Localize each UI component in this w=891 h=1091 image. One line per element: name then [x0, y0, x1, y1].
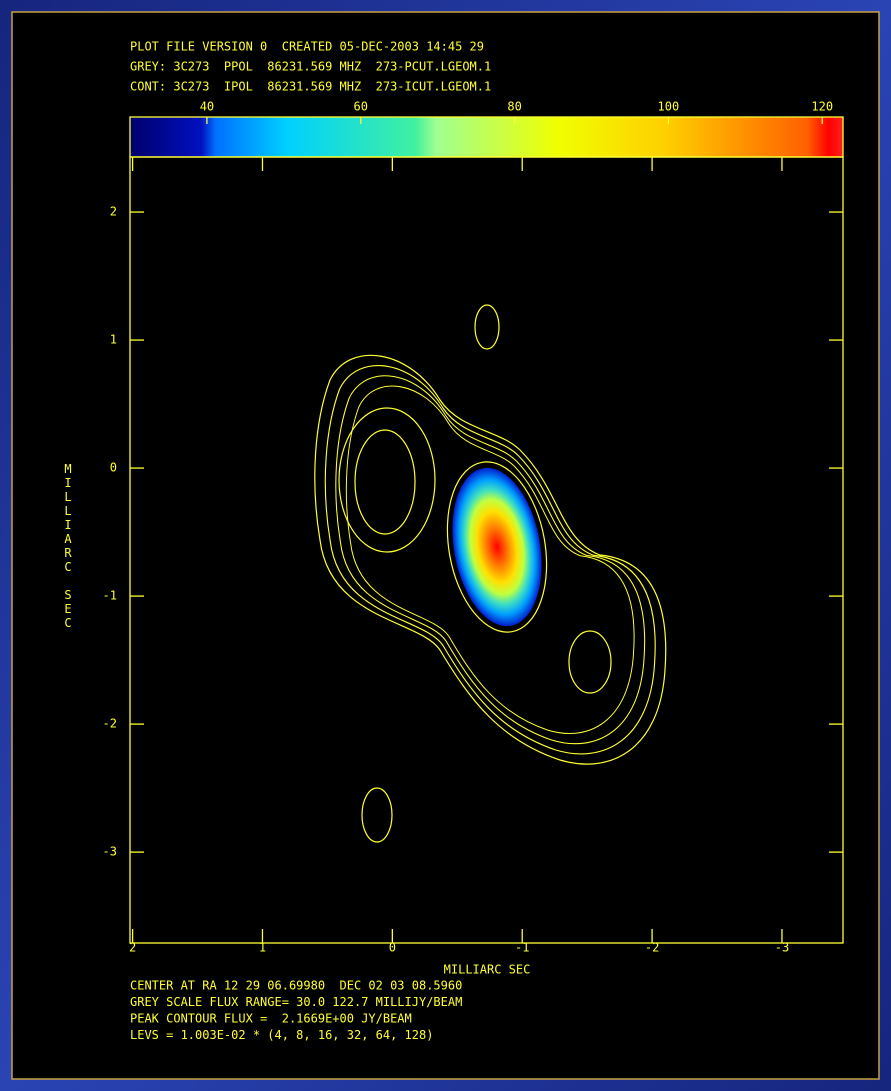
header-line: PLOT FILE VERSION 0 CREATED 05-DEC-2003 …: [130, 40, 484, 54]
plot-panel: [12, 12, 879, 1079]
x-tick-label: 2: [129, 941, 136, 955]
x-tick-label: 1: [259, 941, 266, 955]
wedge-tick-label: 60: [354, 100, 368, 114]
x-tick-label: -3: [775, 941, 789, 955]
y-tick-label: -1: [103, 589, 117, 603]
footer-line: LEVS = 1.003E-02 * (4, 8, 16, 32, 64, 12…: [130, 1028, 433, 1042]
wedge-tick-label: 120: [811, 100, 833, 114]
header-line: CONT: 3C273 IPOL 86231.569 MHZ 273-ICUT.…: [130, 80, 491, 94]
x-tick-label: -1: [515, 941, 529, 955]
footer-line: CENTER AT RA 12 29 06.69980 DEC 02 03 08…: [130, 979, 462, 993]
y-tick-label: 2: [110, 205, 117, 219]
header-line: GREY: 3C273 PPOL 86231.569 MHZ 273-PCUT.…: [130, 60, 491, 74]
footer-line: GREY SCALE FLUX RANGE= 30.0 122.7 MILLIJ…: [130, 995, 462, 1009]
color-wedge: [130, 117, 843, 157]
wedge-tick-label: 80: [507, 100, 521, 114]
y-tick-label: 0: [110, 461, 117, 475]
wedge-tick-label: 40: [200, 100, 214, 114]
page: {"chart_data": {"type": "contour", "head…: [0, 0, 891, 1091]
x-tick-label: 0: [389, 941, 396, 955]
y-axis-label: MILLIARC SEC: [61, 462, 75, 630]
y-tick-label: -3: [103, 845, 117, 859]
x-tick-label: -2: [645, 941, 659, 955]
footer-line: PEAK CONTOUR FLUX = 2.1669E+00 JY/BEAM: [130, 1012, 412, 1026]
chart: MILLIARC SEC MILLIARC SEC PLOT FILE VERS…: [0, 0, 891, 1091]
y-tick-label: 1: [110, 333, 117, 347]
y-tick-label: -2: [103, 717, 117, 731]
x-axis-label: MILLIARC SEC: [444, 963, 531, 977]
wedge-tick-label: 100: [658, 100, 680, 114]
